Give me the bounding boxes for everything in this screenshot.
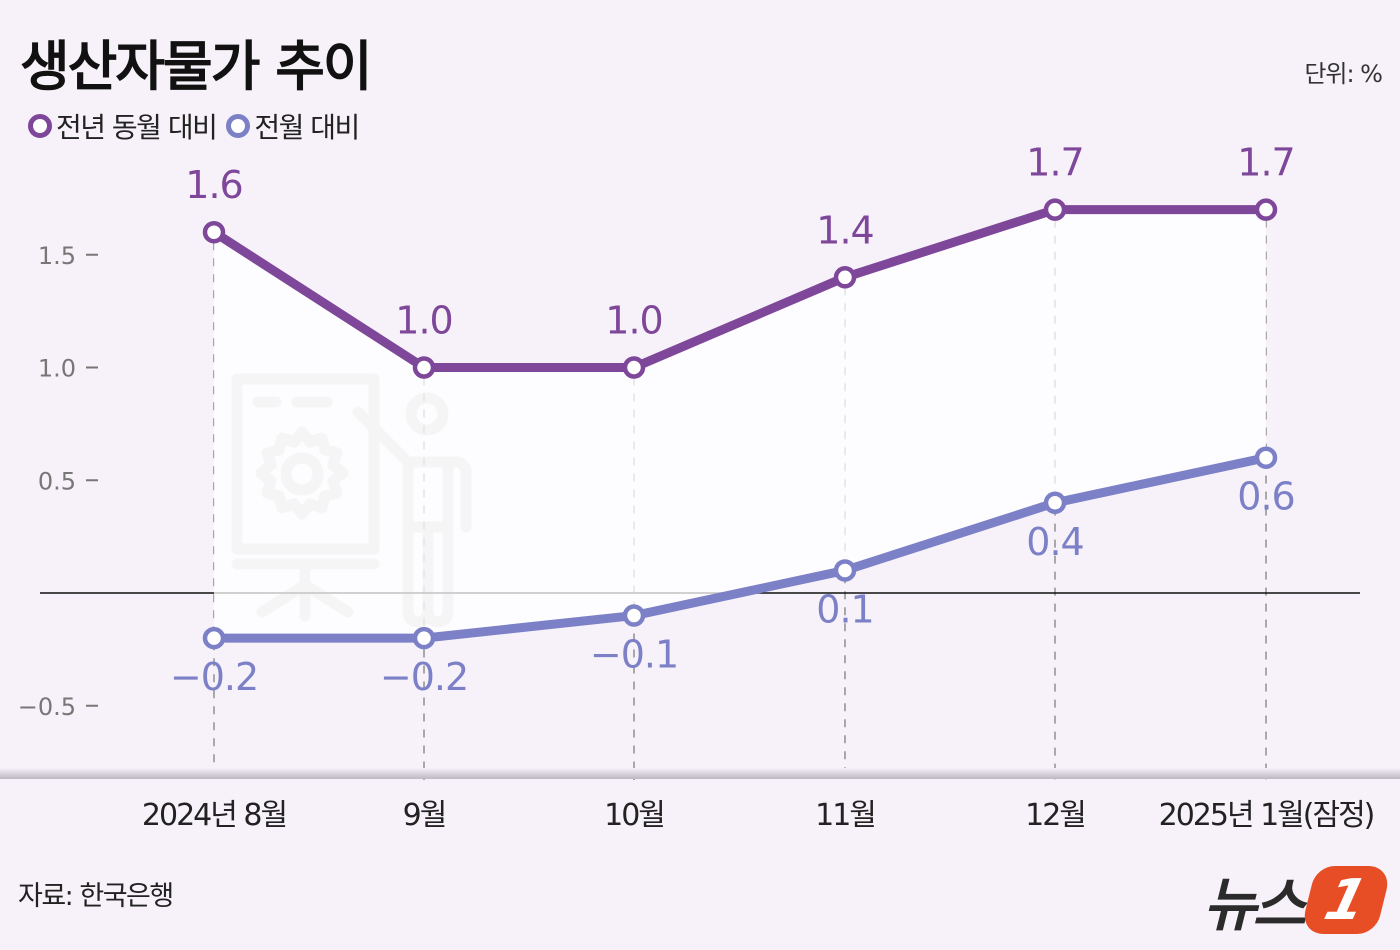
data-value-label: −0.2	[170, 655, 258, 699]
chart-title: 생산자물가 추이	[20, 35, 373, 98]
legend-item-mom: 전월 대비	[226, 106, 360, 146]
x-tick-label: 9월	[402, 798, 448, 833]
x-tick-label: 12월	[1025, 798, 1087, 833]
data-point-marker	[622, 604, 646, 627]
data-point-marker	[202, 220, 226, 244]
data-value-label: 1.6	[185, 163, 242, 207]
legend-label-mom: 전월 대비	[254, 111, 360, 144]
data-point-marker	[412, 626, 436, 650]
data-value-label: 1.7	[1026, 141, 1083, 185]
y-tick-label: −0.5	[18, 693, 76, 721]
data-point-marker	[622, 356, 646, 379]
x-tick-label: 11월	[815, 798, 877, 833]
data-point-marker	[412, 356, 436, 379]
data-value-label: −0.1	[590, 633, 678, 677]
series-line-mom	[214, 453, 1267, 643]
y-tick-label: 1.0	[38, 355, 76, 383]
data-point-marker	[202, 626, 226, 650]
legend: 전년 동월 대비 전월 대비	[28, 106, 360, 146]
data-point-marker	[1254, 446, 1278, 469]
data-point-marker	[1254, 198, 1278, 221]
data-labels: 1.6 1.0 1.0 1.4 1.7 1.7 −0.2 −0.2 −0.1 0.1 0.4 0.6	[170, 141, 1296, 699]
y-tick-label: 1.5	[38, 242, 76, 270]
logo-text: 뉴스	[1203, 871, 1306, 939]
data-value-label: 1.7	[1237, 141, 1294, 185]
x-tick-label: 2025년 1월(잠정)	[1158, 798, 1376, 833]
legend-item-yoy: 전년 동월 대비	[28, 106, 218, 146]
series-line-yoy	[211, 205, 1266, 372]
legend-marker-mom-icon	[226, 114, 251, 138]
data-value-label: −0.2	[380, 655, 468, 699]
y-axis: 1.5 1.0 0.5 −0.5	[18, 242, 98, 721]
data-point-marker	[833, 559, 857, 582]
news1-logo: 뉴스 1	[1203, 858, 1393, 942]
data-markers	[202, 198, 1278, 650]
legend-marker-yoy-icon	[28, 114, 52, 138]
x-axis-bar	[0, 768, 1400, 779]
data-value-label: 1.0	[605, 299, 662, 343]
data-value-label: 1.4	[816, 208, 873, 252]
source-note: 자료: 한국은행	[18, 881, 174, 912]
area-fill	[214, 209, 1266, 639]
data-value-label: 1.0	[395, 299, 452, 343]
data-point-marker	[1043, 491, 1067, 515]
logo-badge-number: 1	[1318, 867, 1374, 933]
logo-badge-icon: 1	[1299, 866, 1393, 934]
data-value-label: 0.4	[1026, 520, 1083, 564]
unit-label: 단위: %	[1304, 60, 1383, 88]
y-tick-label: 0.5	[38, 467, 76, 495]
data-point-marker	[1043, 198, 1067, 221]
x-tick-label: 2024년 8월	[141, 798, 288, 833]
data-value-label: 0.1	[816, 587, 873, 631]
legend-label-yoy: 전년 동월 대비	[56, 111, 218, 144]
data-point-marker	[833, 266, 857, 289]
x-tick-label: 10월	[604, 798, 666, 833]
data-value-label: 0.6	[1237, 475, 1294, 519]
